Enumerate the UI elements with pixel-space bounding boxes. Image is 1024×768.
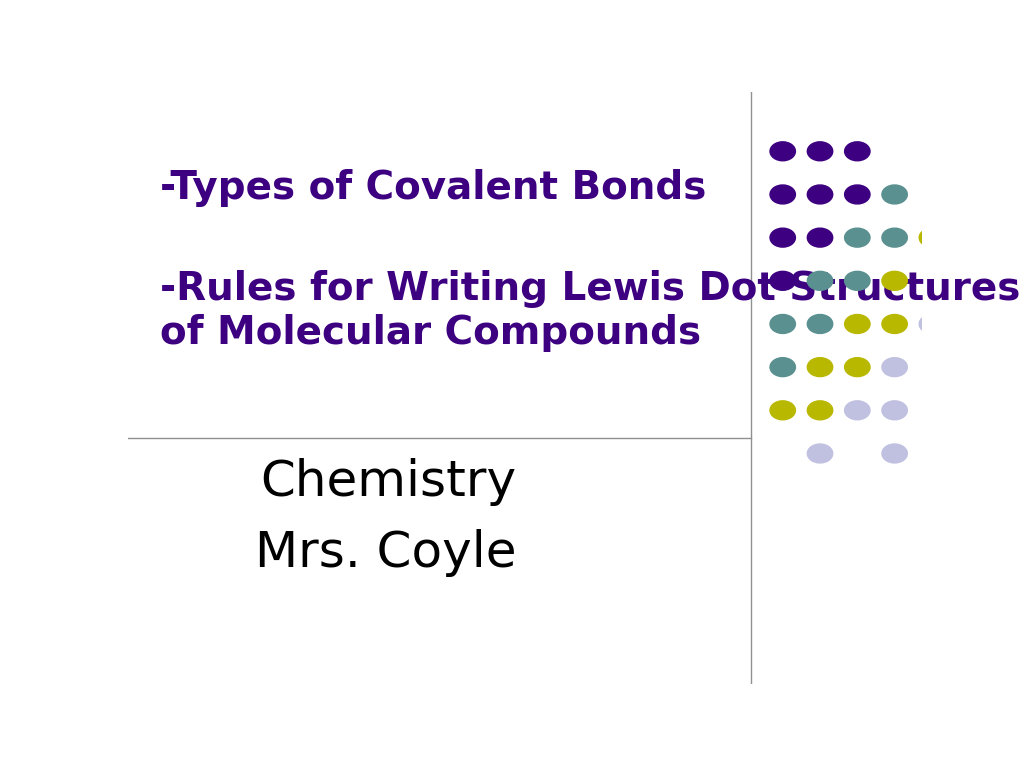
Circle shape	[845, 358, 870, 376]
Circle shape	[845, 271, 870, 290]
Circle shape	[845, 185, 870, 204]
Circle shape	[882, 228, 907, 247]
Circle shape	[845, 142, 870, 161]
Circle shape	[845, 401, 870, 420]
Circle shape	[807, 358, 833, 376]
Circle shape	[845, 228, 870, 247]
Circle shape	[920, 228, 944, 247]
Circle shape	[807, 271, 833, 290]
Circle shape	[882, 401, 907, 420]
Circle shape	[770, 271, 796, 290]
Circle shape	[770, 358, 796, 376]
Circle shape	[807, 185, 833, 204]
Circle shape	[807, 315, 833, 333]
Circle shape	[882, 185, 907, 204]
Text: Chemistry: Chemistry	[261, 458, 517, 506]
Circle shape	[882, 444, 907, 463]
Text: Mrs. Coyle: Mrs. Coyle	[255, 529, 517, 578]
Circle shape	[770, 401, 796, 420]
Circle shape	[845, 315, 870, 333]
Circle shape	[770, 142, 796, 161]
Text: -Types of Covalent Bonds: -Types of Covalent Bonds	[160, 169, 707, 207]
Circle shape	[770, 185, 796, 204]
Circle shape	[807, 401, 833, 420]
Text: -Rules for Writing Lewis Dot Structures
of Molecular Compounds: -Rules for Writing Lewis Dot Structures …	[160, 270, 1020, 352]
Circle shape	[882, 358, 907, 376]
Circle shape	[807, 142, 833, 161]
Circle shape	[770, 228, 796, 247]
Circle shape	[807, 228, 833, 247]
Circle shape	[920, 315, 944, 333]
Circle shape	[807, 444, 833, 463]
Circle shape	[882, 271, 907, 290]
Circle shape	[882, 315, 907, 333]
Circle shape	[770, 315, 796, 333]
